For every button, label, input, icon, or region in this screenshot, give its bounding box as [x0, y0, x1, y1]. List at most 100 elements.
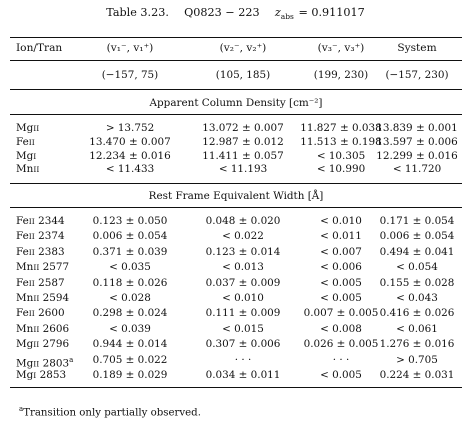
value-system: 13.839 ± 0.001: [376, 122, 458, 134]
section1-bottom-rule: [10, 183, 462, 184]
value-v2: 13.072 ± 0.007: [202, 122, 284, 134]
value-v3: < 0.005: [320, 276, 362, 289]
ion-label: MnII: [16, 163, 40, 176]
value-v3: < 0.011: [320, 230, 362, 243]
column-density-row: MgI 12.234 ± 0.016 11.411 ± 0.057 < 10.305 1…: [10, 149, 462, 163]
value-v1: 0.118 ± 0.026: [92, 276, 168, 289]
value-v1: 0.189 ± 0.029: [92, 369, 168, 381]
transition-label: FeII 2600: [16, 307, 65, 320]
value-system: < 0.043: [396, 292, 438, 304]
value-v3: < 0.005: [320, 369, 362, 381]
table-label: Table 3.23.: [106, 6, 169, 19]
equivalent-width-row: FeII 2344 0.123 ± 0.050 0.048 ± 0.020 < 0.0…: [10, 214, 462, 228]
value-system: > 0.705: [396, 353, 438, 366]
value-v3: 11.513 ± 0.198: [300, 135, 382, 148]
value-v3: < 0.010: [320, 215, 362, 227]
value-v2: 12.987 ± 0.012: [202, 135, 284, 148]
value-v1: 0.123 ± 0.050: [92, 215, 168, 227]
equivalent-width-row: MnII 2606 < 0.039 < 0.015 < 0.008 < 0.061: [10, 322, 462, 336]
transition-label: FeII 2383: [16, 245, 65, 258]
equivalent-width-row: FeII 2383 0.371 ± 0.039 0.123 ± 0.014 < 0.0…: [10, 245, 462, 259]
value-system: < 11.720: [392, 163, 442, 176]
header-v3: (v₃⁻, v₃⁺): [317, 42, 365, 54]
value-system: < 0.061: [396, 322, 438, 335]
value-v2: 0.048 ± 0.020: [205, 215, 281, 227]
value-v1: < 11.433: [105, 163, 155, 176]
redshift-label: zabs: [274, 6, 294, 22]
value-system: 0.416 ± 0.026: [379, 307, 455, 320]
column-density-row: MnII < 11.433 < 11.193 < 10.990 < 11.720: [10, 162, 462, 176]
equivalent-width-row: MgII 2796 0.944 ± 0.014 0.307 ± 0.006 0.026…: [10, 337, 462, 351]
ion-label: MgII: [16, 122, 40, 134]
value-v1: 0.371 ± 0.039: [92, 245, 168, 258]
equivalent-width-row: FeII 2587 0.118 ± 0.026 0.037 ± 0.009 < 0.0…: [10, 276, 462, 290]
transition-label: FeII 2344: [16, 215, 65, 227]
range-v3: (199, 230): [313, 69, 369, 81]
value-v2: 11.411 ± 0.057: [202, 149, 284, 162]
transition-label: MgII 2803a: [16, 355, 74, 370]
value-system: 0.224 ± 0.031: [379, 369, 455, 381]
value-v1: 0.705 ± 0.022: [92, 353, 168, 366]
value-system: 12.299 ± 0.016: [376, 149, 458, 162]
value-system: 0.494 ± 0.041: [379, 245, 455, 258]
value-system: 13.597 ± 0.006: [376, 135, 458, 148]
equivalent-width-row: MnII 2577 < 0.035 < 0.013 < 0.006 < 0.054: [10, 260, 462, 274]
value-v2: 0.307 ± 0.006: [205, 338, 281, 351]
column-density-row: MgII > 13.752 13.072 ± 0.007 11.827 ± 0.038…: [10, 121, 462, 135]
transition-label: MnII 2594: [16, 292, 70, 304]
section2-rule: [10, 207, 462, 208]
value-v3: < 10.305: [316, 149, 366, 162]
quasar-name: Q0823 − 223: [184, 6, 260, 19]
footnote-text: Transition only partially observed.: [23, 407, 201, 419]
value-v2: 0.111 ± 0.009: [205, 307, 281, 320]
top-rule: [10, 37, 462, 38]
header-system: System: [397, 42, 437, 54]
transition-label: MnII 2577: [16, 261, 70, 274]
footnote: aTransition only partially observed.: [19, 403, 201, 419]
value-v1: > 13.752: [105, 122, 155, 134]
range-rule: [10, 89, 462, 90]
value-v3: · · ·: [332, 353, 350, 366]
value-v1: < 0.039: [109, 322, 151, 335]
redshift-value: = 0.911017: [298, 6, 365, 19]
transition-label: FeII 2587: [16, 276, 65, 289]
value-v2: < 0.015: [222, 322, 264, 335]
value-v3: < 0.008: [320, 322, 362, 335]
value-v1: 0.006 ± 0.054: [92, 230, 168, 243]
value-v3: < 0.005: [320, 292, 362, 304]
value-v1: < 0.028: [109, 292, 151, 304]
value-v3: 0.007 ± 0.005: [303, 307, 379, 320]
footnote-mark: a: [19, 405, 24, 413]
ion-label: FeII: [16, 135, 35, 148]
value-system: 0.155 ± 0.028: [379, 276, 455, 289]
value-v1: 0.298 ± 0.024: [92, 307, 168, 320]
section-column-density-title: Apparent Column Density [cm⁻²]: [149, 97, 323, 109]
value-v2: < 0.013: [222, 261, 264, 274]
equivalent-width-row: FeII 2374 0.006 ± 0.054 < 0.022 < 0.011 0.00…: [10, 229, 462, 243]
header-rule: [10, 60, 462, 61]
value-v3: < 0.007: [320, 245, 362, 258]
range-system: (−157, 230): [385, 69, 449, 81]
value-v2: < 0.010: [222, 292, 264, 304]
header-v1: (v₁⁻, v₁⁺): [106, 42, 154, 54]
header-ion-tran: Ion/Tran: [16, 42, 63, 54]
transition-label: MgI 2853: [16, 369, 67, 381]
value-v3: < 0.006: [320, 261, 362, 274]
range-v1: (−157, 75): [101, 69, 159, 81]
value-system: 1.276 ± 0.016: [379, 338, 455, 351]
footnote-ref: a: [69, 355, 74, 364]
value-v3: < 10.990: [316, 163, 366, 176]
value-v3: 11.827 ± 0.038: [300, 122, 382, 134]
equivalent-width-row: MgI 2853 0.189 ± 0.029 0.034 ± 0.011 < 0.00…: [10, 368, 462, 382]
section-equivalent-width-title: Rest Frame Equivalent Width [Å]: [148, 190, 324, 202]
velocity-range-row: (−157, 75) (105, 185) (199, 230) (−157, …: [10, 68, 462, 82]
value-system: 0.006 ± 0.054: [379, 230, 455, 243]
value-v2: 0.123 ± 0.014: [205, 245, 281, 258]
value-v2: 0.034 ± 0.011: [205, 369, 281, 381]
table-caption: Table 3.23. Q0823 − 223 zabs = 0.911017: [0, 6, 471, 24]
value-v3: 0.026 ± 0.005: [303, 338, 379, 351]
value-v1: 0.944 ± 0.014: [92, 338, 168, 351]
value-v2: < 0.022: [222, 230, 264, 243]
header-row: Ion/Tran (v₁⁻, v₁⁺) (v₂⁻, v₂⁺) (v₃⁻, v₃⁺…: [10, 41, 462, 55]
